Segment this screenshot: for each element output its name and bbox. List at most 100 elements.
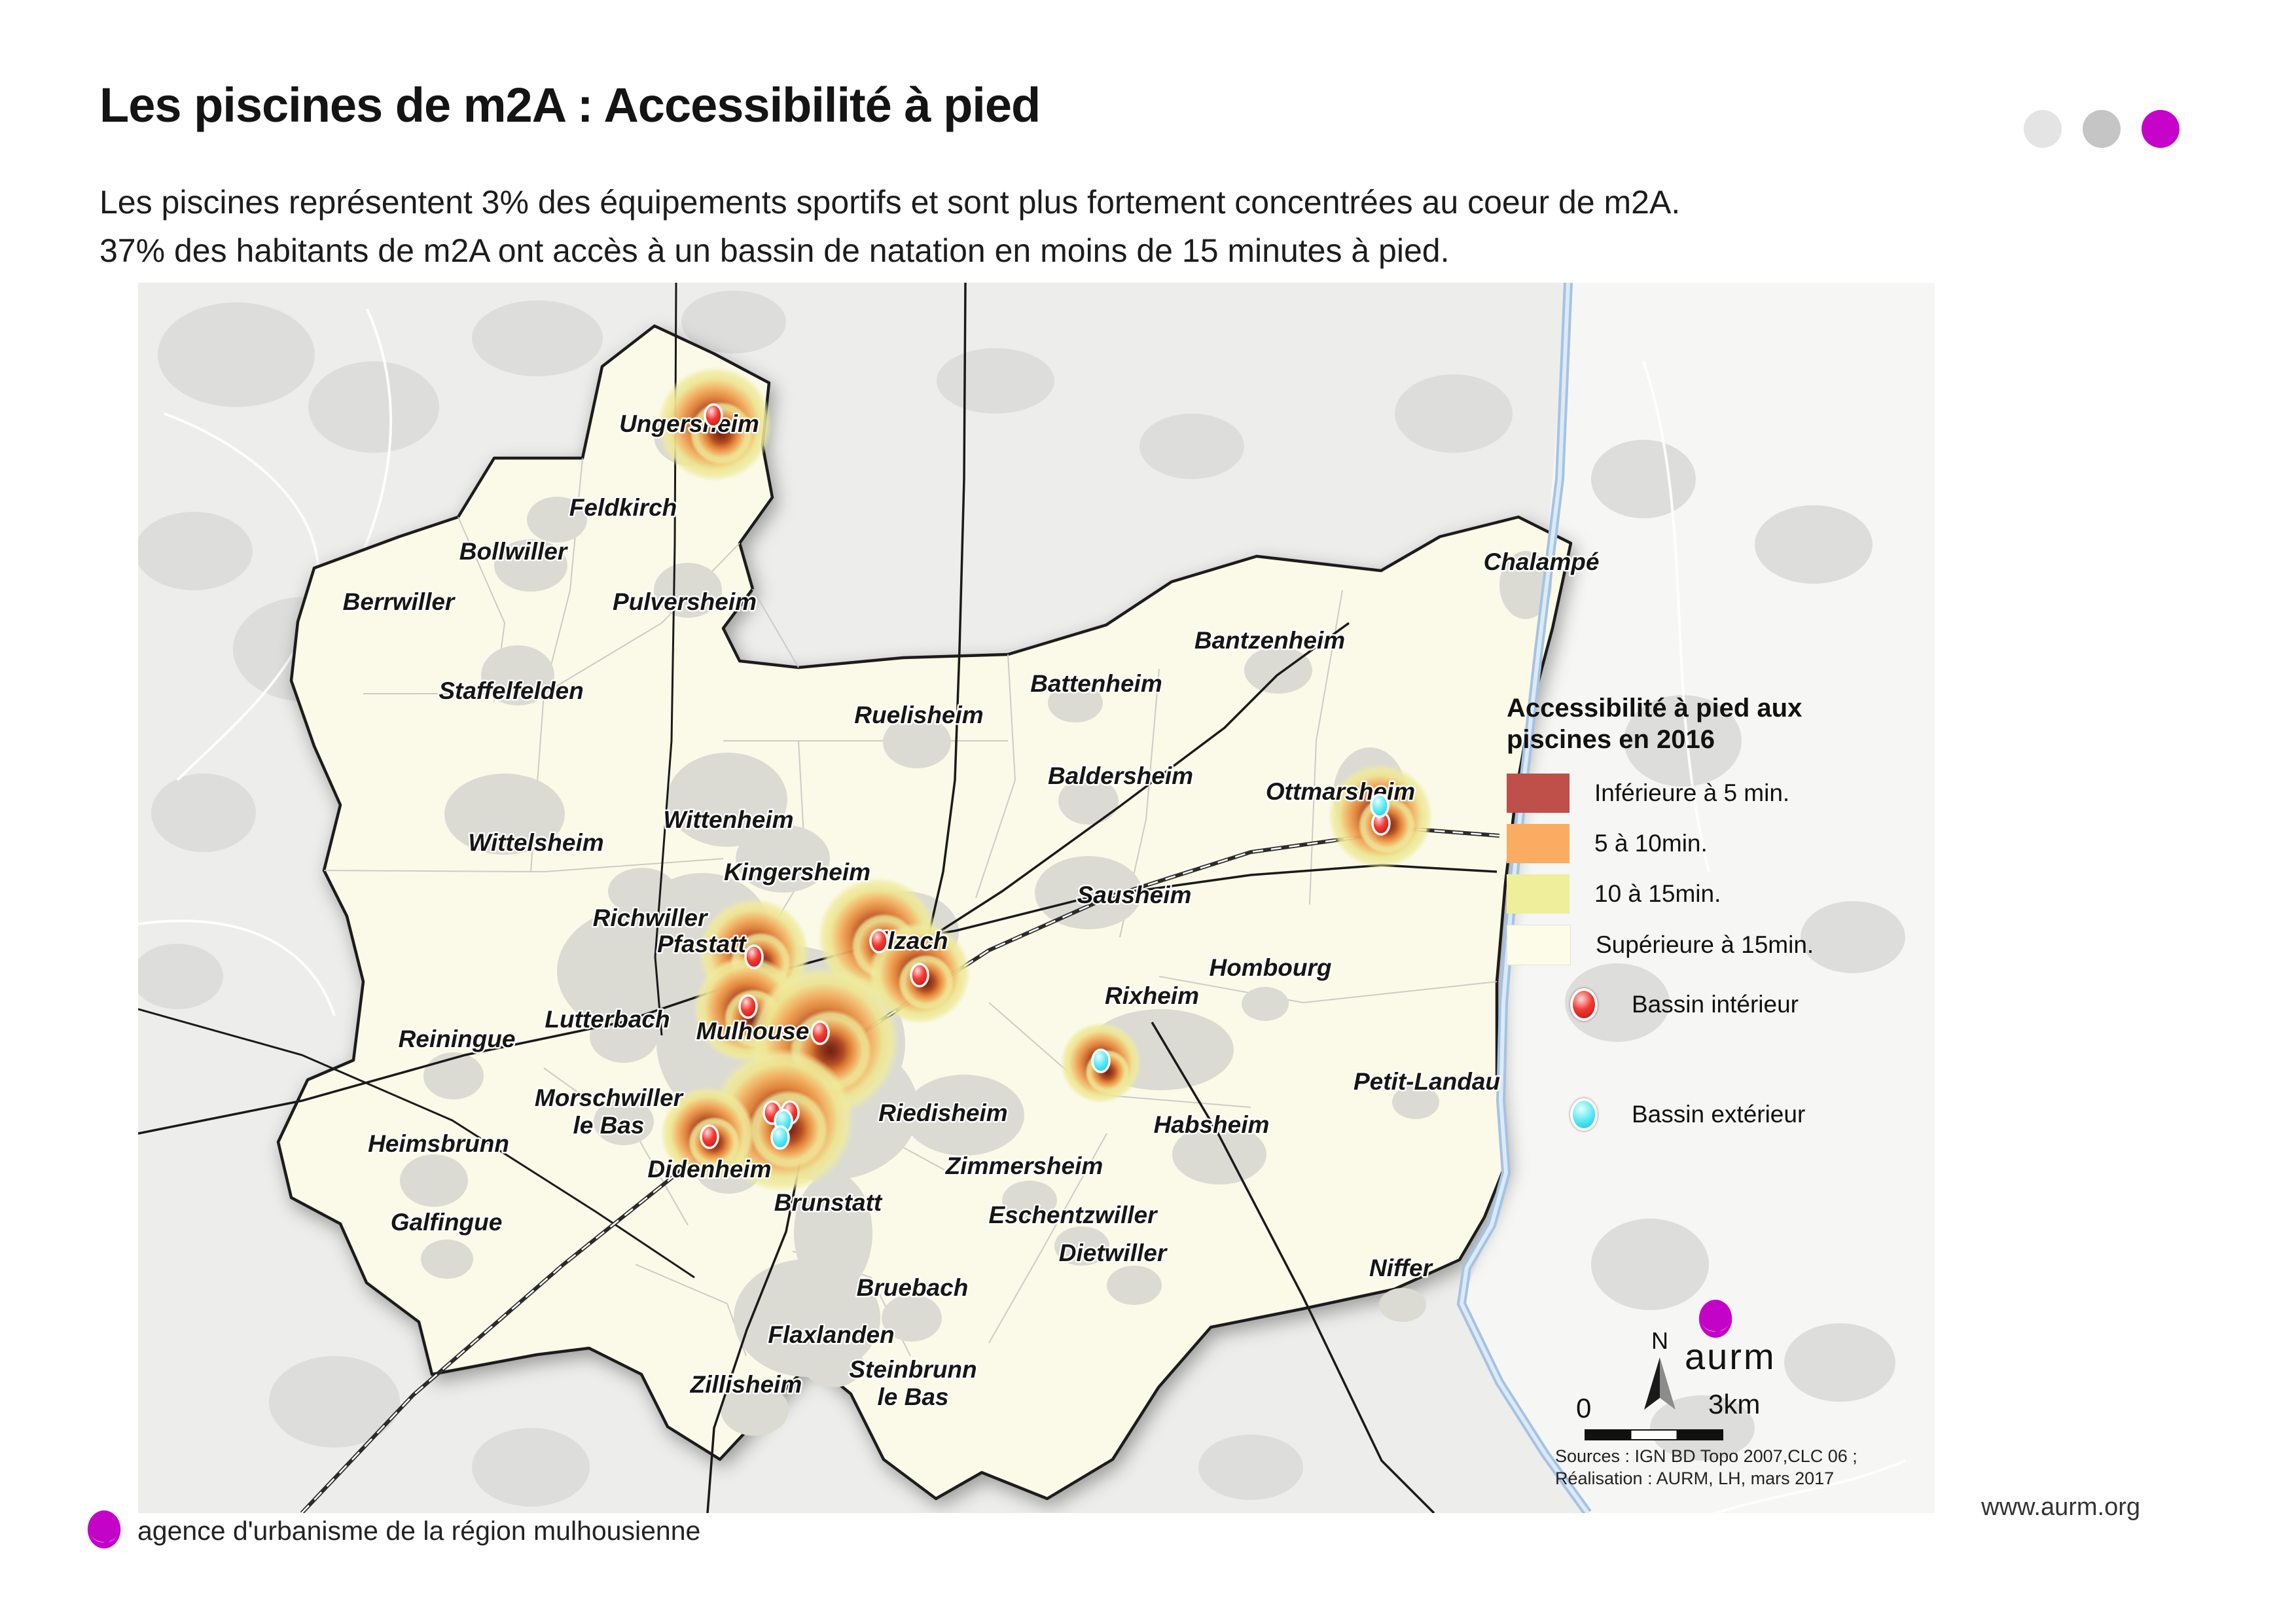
sources-line2: Réalisation : AURM, LH, mars 2017 [1555,1469,1835,1488]
indoor-pool-icon [1570,988,1598,1021]
commune-label-feldkirch: Feldkirch [569,494,677,521]
scale-bar [1585,1429,1723,1440]
map-sources: Sources : IGN BD Topo 2007,CLC 06 ; Réal… [1555,1445,1857,1489]
commune-label-heimsbrunn: Heimsbrunn [368,1130,509,1157]
commune-label-dietwiller: Dietwiller [1059,1240,1168,1266]
commune-label-berrwiller: Berrwiller [343,588,456,615]
aurm-logo-text: aurm [1685,1336,1776,1377]
commune-label-chalampé: Chalampé [1484,548,1600,575]
commune-label-eschentzwiller: Eschentzwiller [988,1202,1158,1228]
outdoor-pool-marker [1091,1048,1111,1073]
indoor-pool-marker [869,929,889,954]
commune-label-mulhouse: Mulhouse [696,1018,810,1044]
legend-indoor-pool: Bassin intérieur [1570,988,1799,1021]
commune-label-richwiller: Richwiller [593,904,709,931]
page-title: Les piscines de m2A : Accessibilité à pi… [99,78,1041,132]
scale-zero-label: 0 [1576,1393,1592,1423]
commune-label-baldersheim: Baldersheim [1048,762,1193,789]
map-legend: Accessibilité à pied aux piscines en 201… [1507,692,1873,976]
outdoor-pool-marker [770,1125,790,1150]
commune-label-pulversheim: Pulversheim [613,588,757,615]
legend-class-row: Inférieure à 5 min. [1507,774,1873,813]
page-subtitle: Les piscines représentent 3% des équipem… [99,178,1680,275]
legend-class-row: 5 à 10min. [1507,824,1873,863]
legend-swatch [1507,925,1571,965]
legend-title: Accessibilité à pied aux piscines en 201… [1507,692,1873,755]
legend-outdoor-pool: Bassin extérieur [1570,1098,1805,1131]
legend-classes: Inférieure à 5 min. 5 à 10min. 10 à 15min.… [1507,774,1873,965]
commune-label-petit-landau: Petit-Landau [1354,1068,1500,1095]
commune-label-ungersheim: Ungersheim [619,410,759,437]
commune-label-bantzenheim: Bantzenheim [1194,627,1345,654]
legend-class-label: Supérieure à 15min. [1596,931,1814,958]
indoor-pool-marker [738,994,758,1019]
outdoor-pool-icon [1570,1098,1598,1131]
commune-label-morschwiller: Morschwiller le Bas [535,1084,685,1139]
outdoor-pool-label: Bassin extérieur [1632,1101,1806,1128]
east-of-river-zone [1462,283,1935,1513]
commune-label-brunstatt: Brunstatt [774,1189,883,1216]
aurm-logo-icon [1696,1300,1737,1340]
legend-class-row: Supérieure à 15min. [1507,925,1873,965]
legend-swatch [1507,874,1570,914]
header-dots [2024,110,2179,148]
commune-label-kingersheim: Kingersheim [724,859,870,885]
footer-logo-icon [87,1510,121,1549]
subtitle-line-1: Les piscines représentent 3% des équipem… [99,184,1681,221]
legend-class-label: Inférieure à 5 min. [1594,779,1790,806]
commune-label-reiningue: Reiningue [399,1026,516,1052]
indoor-pool-marker [744,944,764,969]
header-dot-0 [2024,110,2062,148]
commune-label-sausheim: Sausheim [1077,882,1192,908]
commune-label-riedisheim: Riedisheim [878,1099,1007,1126]
commune-label-ottmarsheim: Ottmarsheim [1266,778,1415,805]
header-dot-1 [2083,110,2121,148]
footer-website[interactable]: www.aurm.org [1981,1493,2140,1521]
commune-label-flaxlanden: Flaxlanden [768,1321,894,1348]
legend-class-label: 5 à 10min. [1594,830,1708,857]
north-indicator: N [1634,1327,1686,1414]
commune-label-bollwiller: Bollwiller [459,538,569,565]
north-arrow-icon [1644,1357,1676,1410]
footer-agency-name: agence d'urbanisme de la région mulhousi… [137,1515,701,1546]
scale-distance-label: 3km [1708,1389,1761,1419]
legend-swatch [1507,774,1570,813]
map-area: Ungersheim Feldkirch Bollwiller Berrwiller P… [138,283,1935,1513]
commune-label-didenheim: Didenheim [647,1156,771,1183]
indoor-pool-label: Bassin intérieur [1632,991,1799,1018]
indoor-pool-marker [810,1020,830,1045]
commune-label-zillisheim: Zillisheim [690,1371,802,1398]
commune-label-battenheim: Battenheim [1030,670,1162,697]
indoor-pool-marker [704,403,723,428]
commune-label-habsheim: Habsheim [1154,1111,1270,1138]
river [1456,283,1592,1513]
pool-markers [700,403,1391,1150]
commune-label-galfingue: Galfingue [391,1209,503,1236]
sources-line1: Sources : IGN BD Topo 2007,CLC 06 ; [1555,1446,1857,1466]
legend-title-line2: piscines en 2016 [1507,725,1715,754]
commune-label-ruelisheim: Ruelisheim [854,702,983,728]
legend-swatch [1507,824,1570,863]
commune-label-wittelsheim: Wittelsheim [468,829,603,856]
commune-label-steinbrunn: Steinbrunn le Bas [849,1356,977,1410]
subtitle-line-2: 37% des habitants de m2A ont accès à un … [99,232,1450,269]
commune-label-wittenheim: Wittenheim [663,806,793,833]
commune-label-niffer: Niffer [1369,1255,1434,1281]
header-dot-2 [2142,110,2179,148]
legend-class-label: 10 à 15min. [1594,880,1721,907]
north-label: N [1651,1327,1668,1354]
commune-label-zimmersheim: Zimmersheim [945,1152,1103,1179]
indoor-pool-marker [910,963,929,988]
indoor-pool-marker [700,1124,719,1149]
footer-brand: agence d'urbanisme de la région mulhousi… [85,1510,700,1551]
commune-label-rixheim: Rixheim [1105,982,1199,1009]
commune-label-bruebach: Bruebach [857,1274,969,1301]
commune-label-staffelfelden: Staffelfelden [439,677,583,704]
legend-class-row: 10 à 15min. [1507,874,1873,914]
commune-label-hombourg: Hombourg [1209,954,1331,981]
commune-label-pfastatt: Pfastatt [657,931,747,957]
legend-title-line1: Accessibilité à pied aux [1507,694,1803,722]
outdoor-pool-marker [1370,793,1390,818]
